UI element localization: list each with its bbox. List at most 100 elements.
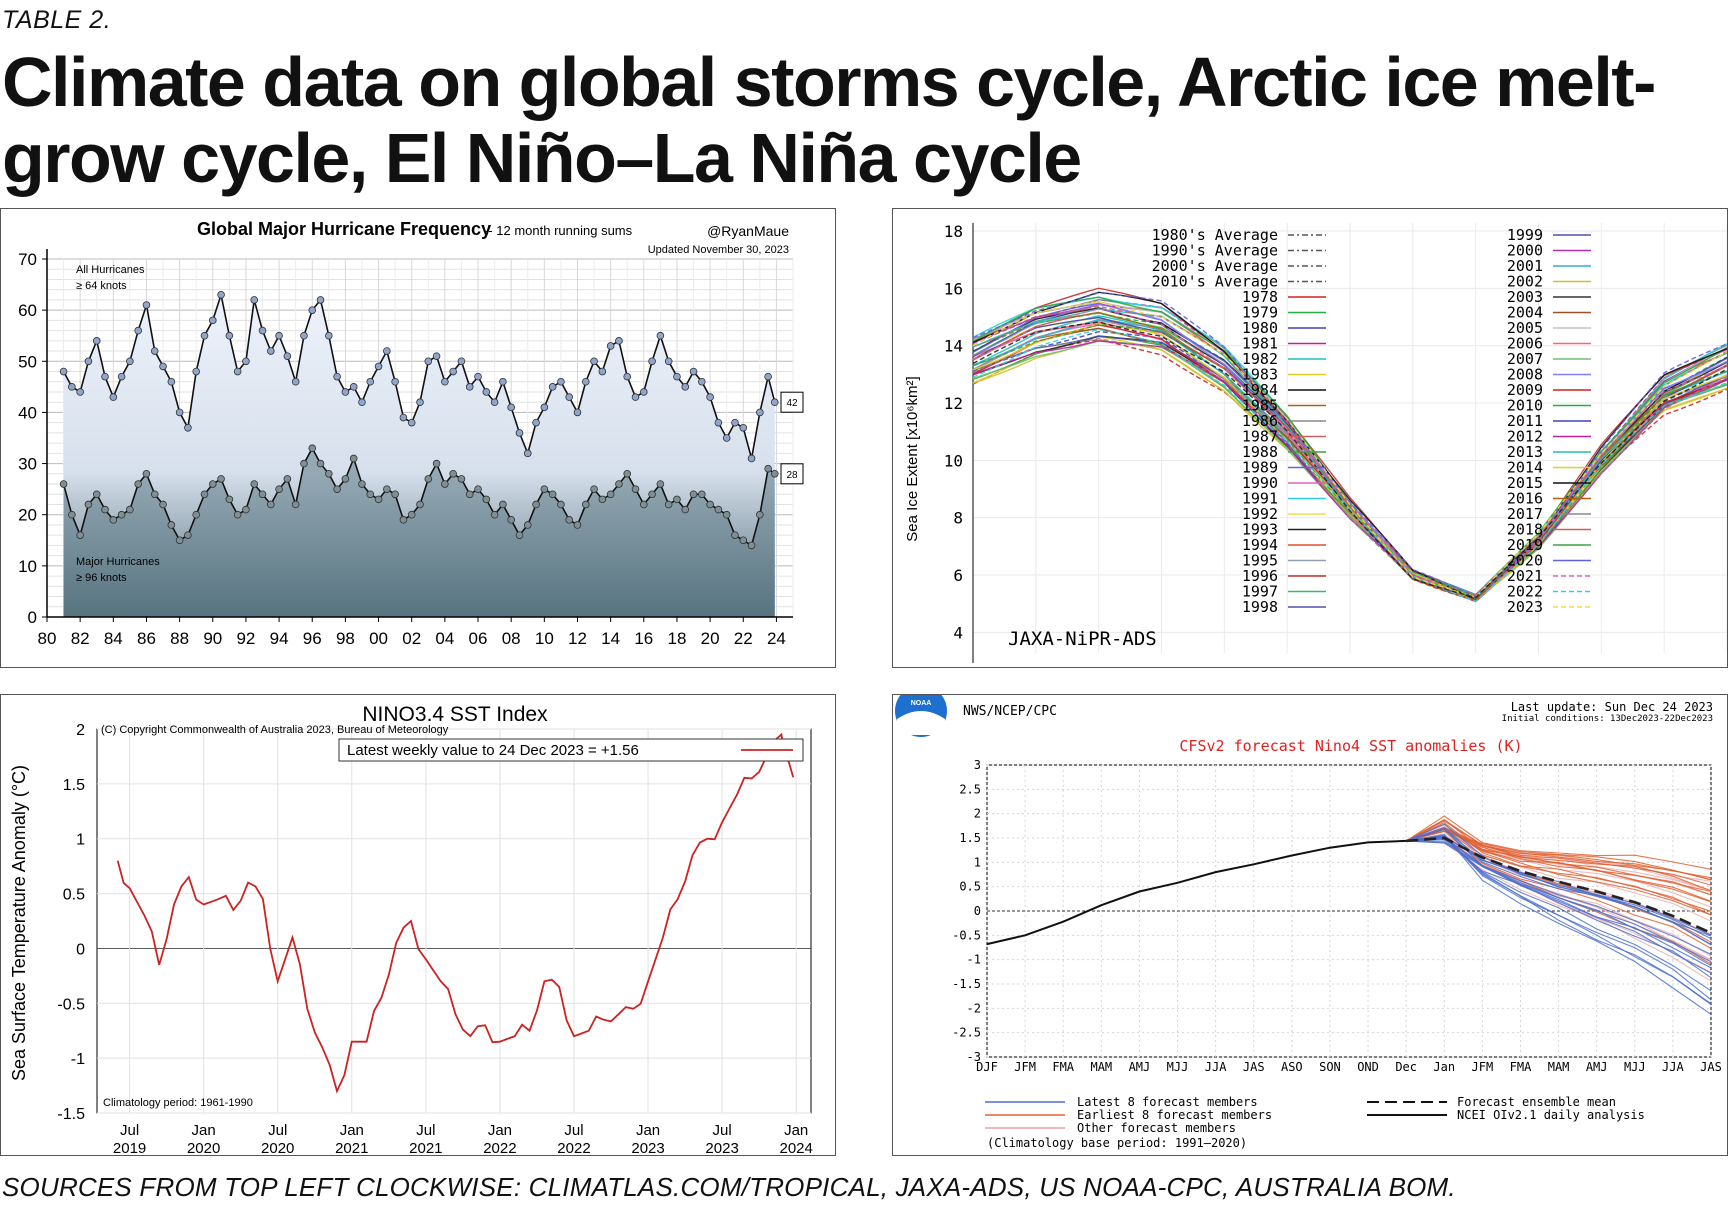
label-all-2: ≥ 64 knots (76, 280, 127, 292)
legend-label-right: 2023 (1507, 598, 1543, 616)
legend-label-right: 2020 (1507, 552, 1543, 570)
major-hurricanes-point (217, 475, 225, 483)
major-hurricanes-point (308, 444, 317, 453)
major-hurricanes-point (349, 454, 358, 463)
major-hurricanes-point (358, 480, 366, 488)
all-hurricanes-point (416, 398, 424, 407)
x-tick-year: 2020 (187, 1140, 220, 1155)
major-hurricanes-point (134, 480, 142, 488)
legend-label-right: 2004 (1507, 304, 1543, 322)
legend-label-left: 1990's Average (1152, 242, 1278, 260)
y-tick-label: -3 (967, 1050, 981, 1064)
x-tick-month: Jul (713, 1122, 732, 1139)
chart-title: Global Major Hurricane Frequency (197, 219, 491, 239)
major-hurricanes-point (722, 510, 731, 519)
legend-label-right: 2018 (1507, 521, 1543, 539)
major-hurricanes-point (126, 505, 134, 514)
y-tick-label: 1.5 (959, 831, 981, 845)
major-hurricanes-point (747, 541, 756, 550)
plot-frame (96, 728, 812, 1114)
major-hurricanes-point (76, 531, 84, 539)
major-hurricanes-point (399, 516, 408, 524)
x-tick-label: 18 (667, 629, 686, 648)
x-tick-month: Jan (636, 1122, 660, 1139)
y-tick-label: 0.5 (959, 880, 981, 894)
major-hurricanes-point (109, 516, 118, 524)
all-hurricanes-point (142, 301, 151, 309)
all-hurricanes-point (739, 423, 748, 432)
x-tick-month: Jul (416, 1122, 435, 1139)
all-hurricanes-point (424, 357, 433, 366)
x-tick-label: 84 (104, 629, 123, 648)
x-tick-label: 86 (137, 629, 156, 648)
sea-ice-year-line (972, 296, 1727, 598)
all-hurricanes-point (208, 316, 217, 325)
legend-label-left: 1980 (1242, 319, 1278, 337)
major-hurricanes-point (283, 475, 292, 483)
legend-label-left: 1996 (1242, 567, 1278, 585)
x-tick-year: 2020 (261, 1140, 294, 1155)
legend-label-right: 2009 (1507, 381, 1543, 399)
all-hurricanes-point (623, 372, 632, 381)
x-tick-label: OND (1357, 1060, 1379, 1074)
x-tick-month: Jan (192, 1122, 216, 1139)
major-hurricanes-point (507, 516, 515, 524)
legend-label-right: 2016 (1507, 490, 1543, 508)
all-hurricanes-point (573, 408, 582, 417)
all-hurricanes-point (441, 377, 449, 386)
noaa-logo-text: NOAA (911, 700, 932, 707)
x-tick-label: 90 (203, 629, 222, 648)
legend-label-left: 1995 (1242, 552, 1278, 570)
legend-label-left: 1983 (1242, 366, 1278, 384)
major-hurricanes-point (465, 490, 474, 499)
major-hurricanes-point (68, 510, 76, 519)
major-hurricanes-point (366, 490, 375, 499)
all-hurricanes-point (225, 331, 234, 340)
major-hurricanes-point (557, 500, 565, 509)
x-tick-label: 88 (170, 629, 189, 648)
major-hurricanes-point (291, 500, 300, 509)
x-tick-label: Jan (1433, 1060, 1455, 1074)
legend-label-right: 2003 (1507, 288, 1543, 306)
y-tick-label: 18 (944, 222, 963, 241)
all-hurricanes-point (507, 403, 515, 412)
y-tick-label: 2 (76, 722, 85, 739)
sea-ice-year-line (972, 305, 1727, 596)
all-hurricanes-point (117, 372, 126, 381)
all-hurricanes-point (217, 291, 225, 299)
y-tick-label: 1 (76, 832, 85, 849)
chart-copyright: (C) Copyright Commonwealth of Australia … (101, 724, 449, 736)
y-tick-label: 60 (18, 301, 37, 320)
legend-label: Forecast ensemble mean (1457, 1095, 1616, 1109)
legend-label-left: 1986 (1242, 412, 1278, 430)
end-label-box (780, 391, 804, 413)
y-tick-label: 0.5 (63, 887, 85, 904)
major-hurricanes-point (184, 531, 192, 539)
x-tick-year: 2021 (409, 1140, 442, 1155)
analysis-line (986, 839, 1407, 946)
major-hurricanes-point (266, 500, 275, 509)
all-hurricanes-point (391, 377, 399, 386)
all-hurricanes-point (465, 383, 474, 391)
x-tick-year: 2019 (113, 1140, 146, 1155)
ensemble-member-line (1405, 823, 1712, 936)
label-all-1: All Hurricanes (76, 264, 145, 276)
x-tick-year: 2022 (557, 1140, 590, 1155)
legend-label-right: 2022 (1507, 583, 1543, 601)
legend-label-left: 1979 (1242, 304, 1278, 322)
legend-label-right: 1999 (1507, 226, 1543, 244)
legend-label-right: 2000 (1507, 242, 1543, 260)
chart-subtitle: -- 12 month running sums (484, 223, 633, 238)
x-tick-label: 82 (71, 629, 90, 648)
x-tick-label: 12 (568, 629, 587, 648)
legend-label-left: 1992 (1242, 505, 1278, 523)
major-hurricanes-point (416, 500, 424, 509)
legend-label-left: 1978 (1242, 288, 1278, 306)
all-hurricanes-point (523, 449, 532, 458)
x-tick-label: 92 (236, 629, 255, 648)
major-hurricanes-point (208, 480, 217, 488)
y-tick-label: 2 (974, 807, 981, 821)
major-hurricanes-point (84, 500, 93, 509)
x-tick-label: 24 (767, 629, 786, 648)
all-hurricanes-point (598, 367, 607, 376)
